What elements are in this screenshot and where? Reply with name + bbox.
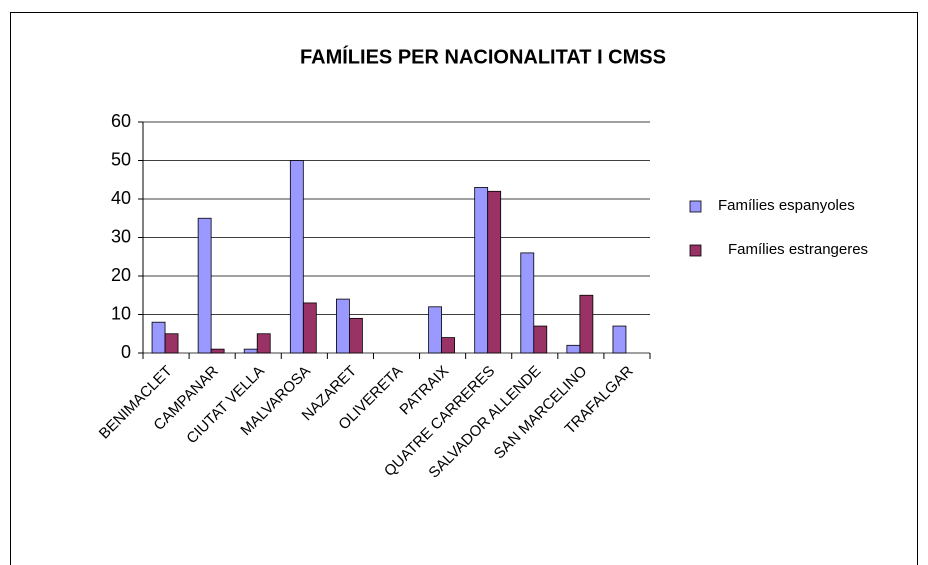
y-tick-label: 30 [111, 226, 131, 246]
chart-title: FAMÍLIES PER NACIONALITAT I CMSS [300, 45, 666, 68]
bar [441, 337, 455, 354]
chart-frame [10, 12, 918, 565]
bar [533, 325, 548, 354]
legend-swatch [689, 244, 702, 257]
y-tick-label: 60 [111, 111, 131, 131]
bar [151, 321, 166, 354]
bar [520, 252, 535, 354]
bar [164, 333, 179, 354]
bar [612, 325, 627, 354]
bar [256, 333, 271, 354]
legend-label: Famílies estrangeres [728, 241, 868, 258]
bar [474, 187, 489, 354]
bar [579, 294, 594, 354]
y-tick-label: 10 [111, 303, 131, 323]
bar [349, 317, 363, 354]
y-tick-label: 0 [121, 342, 131, 362]
legend-label: Famílies espanyoles [718, 197, 855, 214]
bar [197, 217, 212, 354]
bar [289, 160, 304, 354]
bar [428, 306, 442, 354]
legend-swatch [689, 200, 702, 213]
y-tick-label: 50 [111, 149, 131, 169]
bar [210, 348, 225, 354]
bar [336, 298, 350, 354]
bar [302, 302, 317, 354]
bar [566, 344, 581, 354]
y-tick-label: 40 [111, 188, 131, 208]
y-tick-label: 20 [111, 265, 131, 285]
bar [487, 190, 502, 354]
bar [243, 348, 258, 354]
